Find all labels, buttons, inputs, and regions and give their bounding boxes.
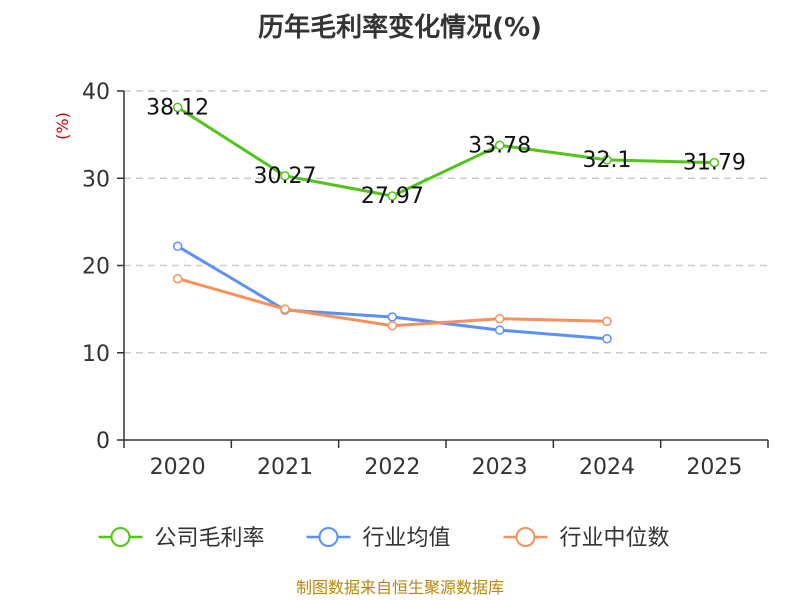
- data-point-2-2023: [494, 313, 505, 324]
- y-tick-label-10: 10: [82, 342, 110, 367]
- data-label-2023: 33.78: [468, 133, 531, 158]
- x-tick-label-2023: 2023: [472, 455, 528, 480]
- data-label-2020: 38.12: [146, 95, 209, 120]
- data-point-1-2020: [172, 241, 183, 252]
- data-point-2-2021: [280, 304, 290, 314]
- data-point-2-2022: [387, 320, 398, 331]
- legend-label-0: 公司毛利率: [155, 526, 265, 551]
- y-tick-labels: 0 10 20 30 40: [82, 80, 110, 454]
- data-point-0-2022: [387, 191, 398, 201]
- legend-marker-0: [110, 527, 131, 547]
- data-point-0-2020: [172, 102, 183, 113]
- x-tick-labels: 2020 2021 2022 2023 2024 2025: [150, 455, 743, 480]
- y-tick-label-30: 30: [82, 167, 110, 192]
- series-line-0: [176, 106, 715, 198]
- series-lines: [176, 106, 715, 341]
- data-label-2021: 30.27: [254, 164, 317, 189]
- gridlines: [124, 90, 768, 354]
- data-point-1-2024: [602, 334, 612, 344]
- legend-marker-2: [515, 527, 536, 547]
- x-tick-label-2020: 2020: [150, 455, 206, 480]
- series-points: [172, 102, 720, 344]
- data-point-0-2021: [280, 171, 290, 181]
- legend-label-1: 行业均值: [363, 526, 451, 551]
- data-point-0-2025: [709, 157, 720, 168]
- y-tick-label-40: 40: [82, 80, 110, 105]
- x-tick-label-2024: 2024: [579, 455, 635, 480]
- axes: [117, 90, 769, 448]
- x-tick-label-2022: 2022: [364, 455, 420, 480]
- data-label-2024: 32.1: [583, 148, 632, 173]
- data-point-1-2023: [494, 325, 505, 335]
- data-point-0-2023: [494, 140, 505, 151]
- y-tick-label-20: 20: [82, 255, 110, 280]
- legend-label-2: 行业中位数: [560, 526, 670, 551]
- data-label-2025: 31.79: [683, 151, 746, 176]
- data-point-2-2024: [602, 316, 612, 327]
- x-tick-label-2025: 2025: [686, 455, 742, 480]
- source-note: 制图数据来自恒生聚源数据库: [296, 578, 504, 597]
- data-point-1-2022: [387, 312, 398, 322]
- chart-title: 历年毛利率变化情况(%): [258, 12, 542, 43]
- legend: 公司毛利率 行业均值 行业中位数: [98, 526, 670, 551]
- x-tick-label-2021: 2021: [257, 455, 313, 480]
- data-labels: 38.12 30.27 27.97 33.78 32.1 31.79: [146, 95, 746, 209]
- data-point-0-2024: [602, 155, 612, 165]
- y-tick-label-0: 0: [96, 429, 110, 454]
- data-point-2-2020: [172, 273, 183, 284]
- legend-marker-1: [318, 527, 339, 547]
- y-axis-label: (%): [53, 112, 72, 140]
- data-label-2022: 27.97: [361, 184, 424, 209]
